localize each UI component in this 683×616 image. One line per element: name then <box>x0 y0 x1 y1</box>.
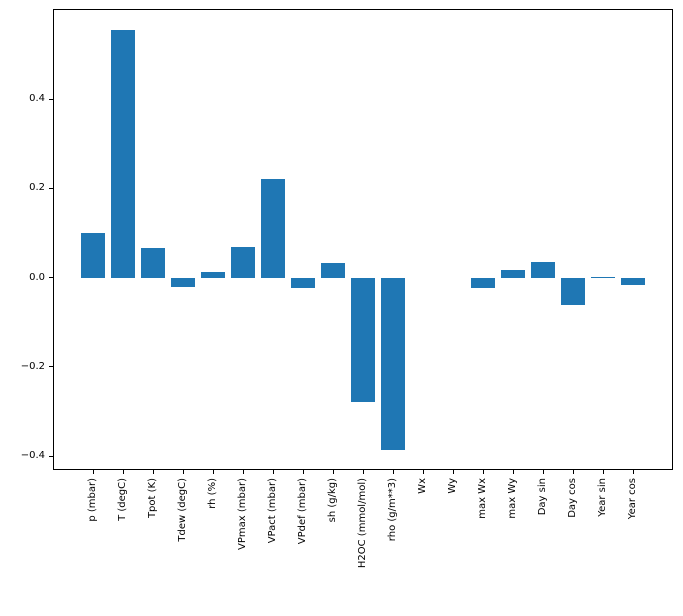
x-tick-label: VPact (mbar) <box>267 478 278 544</box>
x-tick-label: Year cos <box>627 478 638 520</box>
y-tick-mark <box>49 366 53 368</box>
x-tick-label: VPmax (mbar) <box>237 478 248 550</box>
x-tick-mark <box>153 470 154 474</box>
bar-year-cos <box>621 278 645 285</box>
x-tick-mark <box>513 470 514 474</box>
bar-h2oc-mmol-mol <box>351 278 375 402</box>
x-tick-label: VPdef (mbar) <box>297 478 308 545</box>
bar-day-sin <box>531 262 555 278</box>
x-tick-label: p (mbar) <box>87 478 98 522</box>
y-tick-label: 0.0 <box>29 271 45 283</box>
y-tick-label: 0.2 <box>29 182 45 194</box>
x-tick-label: rh (%) <box>207 478 218 509</box>
x-tick-mark <box>93 470 94 474</box>
bar-vpdef-mbar <box>291 278 315 288</box>
bar-rho-g-m-3 <box>381 278 405 450</box>
y-tick-label: −0.2 <box>20 360 45 372</box>
x-tick-mark <box>363 470 364 474</box>
bar-max-wy <box>501 270 525 278</box>
bar-p-mbar <box>81 233 105 278</box>
x-tick-label: max Wx <box>477 478 488 519</box>
bar-max-wx <box>471 278 495 288</box>
x-tick-mark <box>393 470 394 474</box>
y-tick-mark <box>49 187 53 189</box>
y-tick-label: −0.4 <box>20 450 45 462</box>
bar-day-cos <box>561 278 585 305</box>
x-tick-mark <box>633 470 634 474</box>
x-tick-label: rho (g/m**3) <box>387 478 398 542</box>
bar-vpmax-mbar <box>231 247 255 278</box>
bar-tpot-k <box>141 248 165 278</box>
x-tick-label: Wx <box>417 478 428 494</box>
y-tick-mark <box>49 98 53 100</box>
x-tick-mark <box>273 470 274 474</box>
x-tick-mark <box>483 470 484 474</box>
x-tick-mark <box>543 470 544 474</box>
x-tick-mark <box>423 470 424 474</box>
x-tick-label: max Wy <box>507 478 518 519</box>
x-tick-mark <box>333 470 334 474</box>
x-tick-label: Tpot (K) <box>147 478 158 519</box>
x-tick-mark <box>243 470 244 474</box>
y-tick-mark <box>49 277 53 279</box>
x-tick-mark <box>183 470 184 474</box>
x-tick-label: Day sin <box>537 478 548 516</box>
x-tick-label: H2OC (mmol/mol) <box>357 478 368 569</box>
x-tick-mark <box>603 470 604 474</box>
x-tick-label: Wy <box>447 478 458 494</box>
x-tick-label: Tdew (degC) <box>177 478 188 542</box>
y-tick-mark <box>49 455 53 457</box>
bar-year-sin <box>591 277 615 278</box>
x-tick-mark <box>453 470 454 474</box>
x-tick-label: T (degC) <box>117 478 128 521</box>
x-tick-mark <box>213 470 214 474</box>
bar-sh-g-kg <box>321 263 345 278</box>
x-tick-label: sh (g/kg) <box>327 478 338 523</box>
bar-t-degc <box>111 30 135 278</box>
x-tick-label: Day cos <box>567 478 578 518</box>
x-tick-label: Year sin <box>597 478 608 517</box>
y-tick-label: 0.4 <box>29 93 45 105</box>
x-tick-mark <box>123 470 124 474</box>
bar-vpact-mbar <box>261 179 285 278</box>
bar-tdew-degc <box>171 278 195 287</box>
x-tick-mark <box>573 470 574 474</box>
x-tick-mark <box>303 470 304 474</box>
bar-rh <box>201 272 225 278</box>
